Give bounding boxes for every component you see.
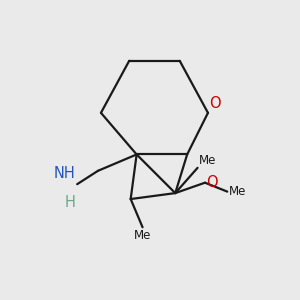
- Text: H: H: [64, 195, 75, 210]
- Text: NH: NH: [54, 166, 76, 181]
- Text: O: O: [209, 96, 221, 111]
- Text: Me: Me: [134, 229, 151, 242]
- Text: Me: Me: [229, 185, 246, 198]
- Text: O: O: [206, 175, 218, 190]
- Text: Me: Me: [198, 154, 216, 167]
